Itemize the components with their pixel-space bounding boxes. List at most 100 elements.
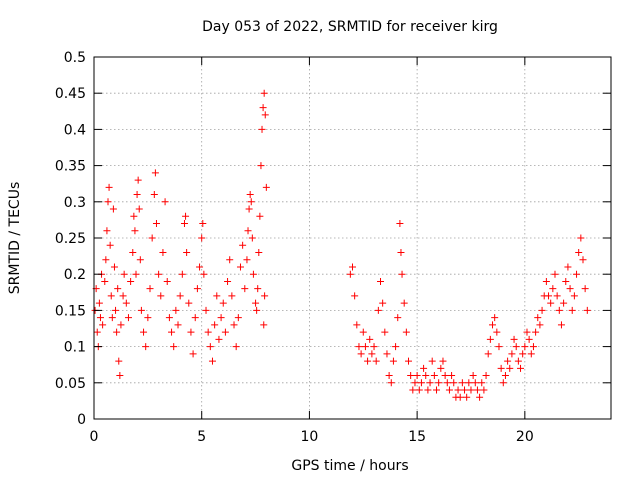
data-point — [107, 292, 115, 300]
data-point — [450, 379, 458, 387]
grid — [94, 57, 611, 419]
data-point — [420, 364, 428, 372]
data-point — [387, 379, 395, 387]
data-point — [180, 220, 188, 228]
data-point — [521, 343, 529, 351]
data-point — [178, 270, 186, 278]
data-point — [510, 335, 518, 343]
data-point — [555, 306, 563, 314]
data-point — [394, 314, 402, 322]
data-point — [413, 372, 421, 380]
data-point — [476, 393, 484, 401]
data-point — [581, 285, 589, 293]
data-point — [579, 256, 587, 264]
data-point — [381, 328, 389, 336]
data-point — [228, 292, 236, 300]
data-point — [112, 306, 120, 314]
data-point — [349, 263, 356, 271]
data-point — [232, 343, 240, 351]
data-point — [396, 220, 404, 228]
data-point — [448, 372, 456, 380]
data-point — [119, 292, 127, 300]
data-point — [383, 350, 391, 358]
data-point — [374, 306, 382, 314]
data-point — [517, 364, 525, 372]
x-tick-labels: 0 5 10 15 20 — [90, 429, 534, 445]
data-point — [495, 343, 503, 351]
data-point — [99, 321, 107, 329]
data-point — [198, 234, 206, 242]
data-point — [577, 234, 585, 242]
data-point — [398, 270, 406, 278]
data-point — [545, 292, 553, 300]
data-point — [514, 357, 522, 365]
data-point — [506, 364, 514, 372]
data-point — [246, 191, 254, 199]
data-point — [445, 386, 453, 394]
y-tick-label: 0.05 — [55, 376, 86, 392]
data-point — [262, 183, 270, 191]
data-point — [467, 386, 475, 394]
data-point — [93, 328, 101, 336]
x-tick-label: 5 — [197, 429, 206, 445]
data-point — [439, 357, 447, 365]
x-tick-label: 15 — [408, 429, 426, 445]
data-point — [182, 212, 190, 220]
data-point — [465, 379, 473, 387]
data-point — [473, 386, 481, 394]
data-point — [489, 321, 497, 329]
data-point — [407, 372, 415, 380]
data-point — [114, 285, 122, 293]
data-point — [536, 321, 544, 329]
data-point — [172, 306, 180, 314]
data-point — [236, 263, 244, 271]
data-point — [260, 321, 268, 329]
y-tick-label: 0.4 — [64, 122, 86, 138]
data-point — [146, 285, 154, 293]
y-tick-label: 0.35 — [55, 159, 86, 175]
data-point — [105, 183, 113, 191]
data-point — [575, 248, 583, 256]
data-point — [454, 386, 462, 394]
data-point — [234, 314, 242, 322]
data-point — [499, 379, 507, 387]
data-point — [557, 321, 565, 329]
data-point — [389, 357, 397, 365]
data-point — [532, 328, 540, 336]
data-point — [379, 299, 387, 307]
data-point — [547, 299, 555, 307]
data-point — [230, 321, 238, 329]
data-point — [208, 357, 216, 365]
data-point — [211, 321, 219, 329]
data-point — [206, 343, 214, 351]
data-point — [402, 328, 410, 336]
data-point — [411, 379, 419, 387]
y-tick-label: 0.25 — [55, 231, 86, 247]
data-point — [200, 270, 208, 278]
data-point — [493, 328, 501, 336]
data-point — [372, 357, 380, 365]
data-point — [106, 241, 114, 249]
data-point — [491, 314, 499, 322]
data-point — [441, 372, 449, 380]
data-point — [370, 343, 378, 351]
data-point — [359, 328, 367, 336]
y-tick-labels: 0 0.05 0.1 0.15 0.2 0.25 0.3 0.35 0.4 0.45 0.5 — [55, 50, 86, 428]
y-tick-label: 0.5 — [64, 50, 86, 66]
data-point — [456, 393, 464, 401]
data-point — [96, 314, 104, 322]
data-point — [433, 386, 441, 394]
data-point — [422, 372, 430, 380]
data-point — [353, 321, 361, 329]
data-point — [463, 393, 471, 401]
data-point — [189, 350, 197, 358]
data-point — [355, 343, 363, 351]
data-point — [252, 299, 260, 307]
data-point — [430, 372, 438, 380]
data-point — [199, 220, 207, 228]
data-point — [247, 198, 255, 206]
data-point — [357, 350, 365, 358]
data-point — [564, 263, 572, 271]
data-point — [461, 386, 469, 394]
data-point — [415, 386, 423, 394]
